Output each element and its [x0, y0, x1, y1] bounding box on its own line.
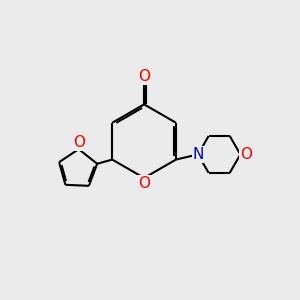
Text: N: N — [192, 147, 204, 162]
Text: O: O — [138, 69, 150, 84]
Text: O: O — [138, 176, 150, 191]
Text: O: O — [240, 147, 252, 162]
Text: O: O — [73, 135, 85, 150]
